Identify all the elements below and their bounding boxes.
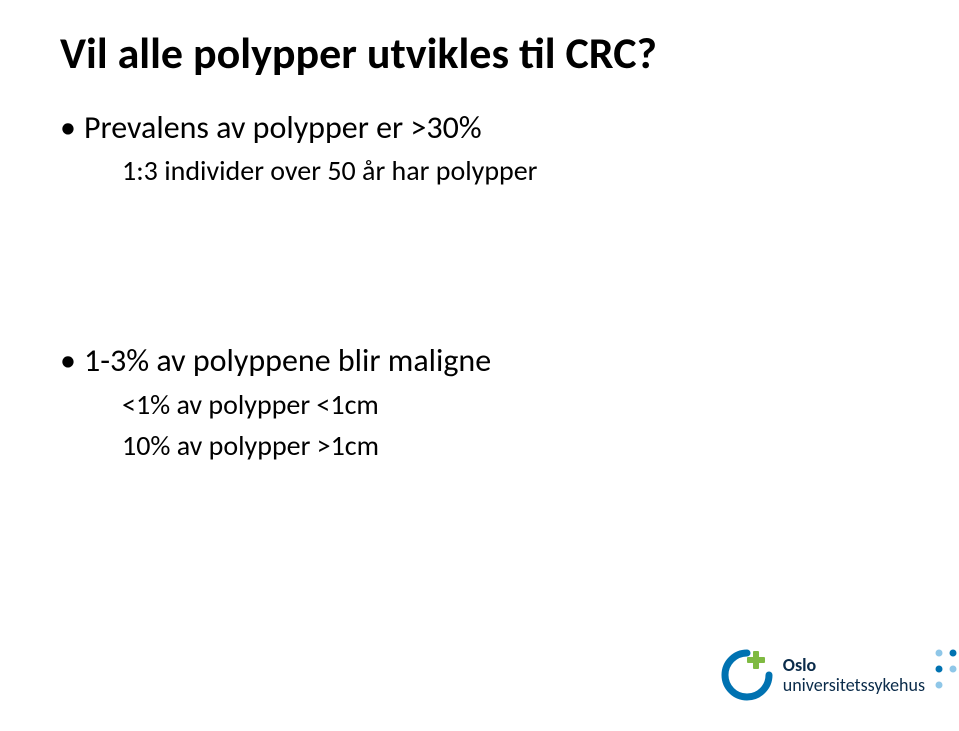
bullet-sub-text: <1% av polypper <1cm (84, 386, 899, 424)
slide-title: Vil alle polypper utvikles til CRC? (60, 28, 899, 79)
bullet-item: Prevalens av polypper er >30% 1:3 indivi… (60, 107, 899, 190)
bullet-main-text: Prevalens av polypper er >30% (84, 108, 482, 147)
logo-line2: universitetssykehus (783, 676, 925, 694)
logo-mark-icon (721, 649, 773, 701)
bullet-main-text: 1-3% av polyppene blir maligne (84, 341, 491, 380)
bullet-item: 1-3% av polyppene blir maligne <1% av po… (60, 340, 899, 465)
logo-line1: Oslo (783, 656, 925, 674)
logo-text: Oslo universitetssykehus (783, 656, 925, 694)
hospital-logo: Oslo universitetssykehus (721, 649, 925, 701)
slide: Vil alle polypper utvikles til CRC? Prev… (0, 0, 959, 731)
bullet-list: Prevalens av polypper er >30% 1:3 indivi… (60, 107, 899, 466)
bullet-sub-text: 1:3 individer over 50 år har polypper (84, 152, 899, 190)
corner-dots-icon (933, 647, 959, 697)
bullet-sub-text: 10% av polypper >1cm (84, 427, 899, 465)
